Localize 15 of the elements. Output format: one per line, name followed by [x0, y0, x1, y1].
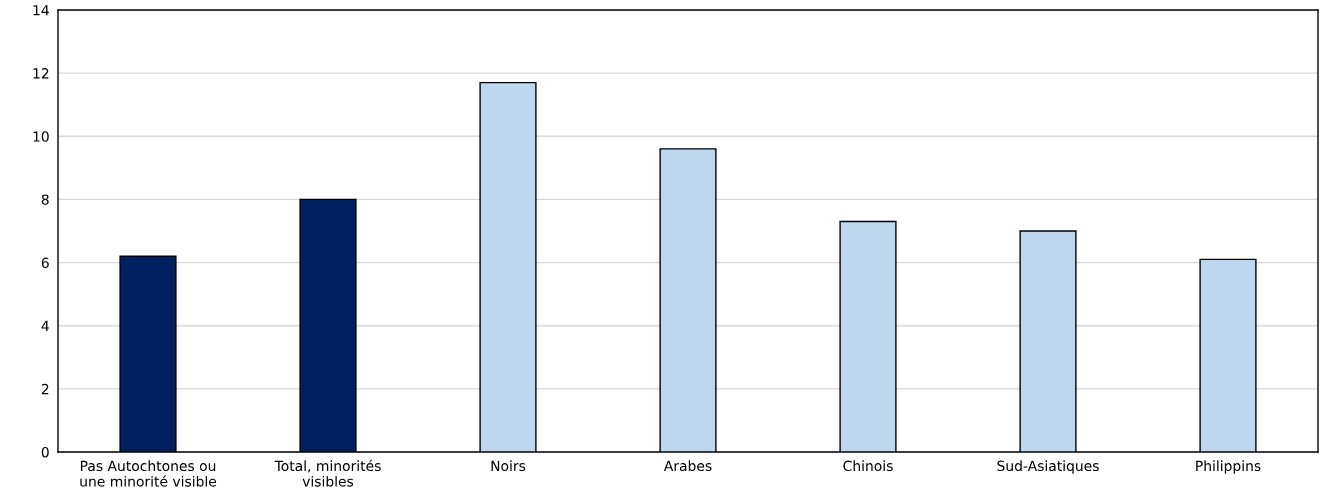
y-tick-label: 12 — [33, 68, 49, 79]
y-tick-label: 2 — [41, 383, 49, 395]
y-tick-label: 6 — [41, 257, 49, 269]
x-tick-label: Pas Autochtones ou une minorité visible — [80, 460, 217, 487]
x-tick-label: Sud-Asiatiques — [997, 460, 1099, 474]
x-tick-label: Noirs — [491, 460, 526, 472]
x-tick-label: Arabes — [663, 460, 712, 472]
x-tick-label: Chinois — [843, 460, 893, 472]
y-tick-label: 14 — [33, 5, 49, 16]
y-tick-label: 0 — [41, 446, 49, 458]
y-tick-label: 8 — [41, 194, 49, 205]
x-tick-label: Philippins — [1196, 460, 1261, 474]
x-tick-label: Total, minorités visibles — [274, 459, 381, 487]
y-tick-label: 10 — [33, 131, 49, 142]
y-tick-label: 4 — [41, 320, 49, 331]
